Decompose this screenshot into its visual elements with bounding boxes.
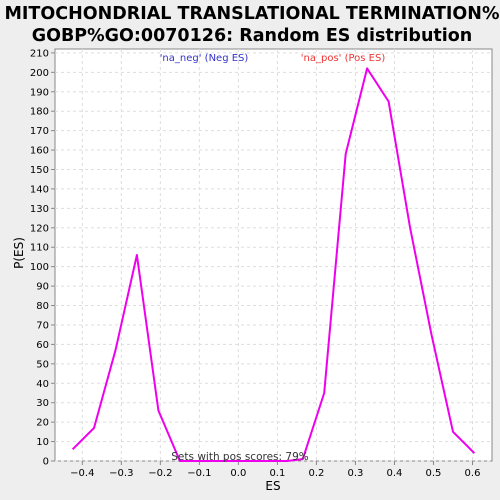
x-axis-label: ES xyxy=(265,479,280,493)
y-tick-label: 160 xyxy=(30,146,49,157)
x-tick-label: −0.4 xyxy=(70,468,94,479)
x-tick-label: −0.2 xyxy=(148,468,172,479)
y-tick-label: 60 xyxy=(36,340,49,351)
y-axis-label: P(ES) xyxy=(12,237,26,269)
y-tick-label: 130 xyxy=(30,204,49,215)
legend-pos-label: 'na_pos' (Pos ES) xyxy=(301,53,386,64)
chart-title-line-1: MITOCHONDRIAL TRANSLATIONAL TERMINATION% xyxy=(5,4,500,24)
y-tick-label: 120 xyxy=(30,223,49,234)
grid-lines xyxy=(55,49,492,462)
y-axis: 0 10 20 30 40 50 60 70 80 90 100 110 120 130 140 150 160… xyxy=(30,48,55,468)
pos-scores-annotation: Sets with pos scores: 79% xyxy=(171,451,308,463)
y-tick-label: 180 xyxy=(30,107,49,118)
y-tick-label: 170 xyxy=(30,126,49,137)
y-tick-label: 80 xyxy=(36,301,49,312)
y-tick-label: 140 xyxy=(30,184,49,195)
x-tick-label: 0.1 xyxy=(269,468,285,479)
y-tick-label: 150 xyxy=(30,165,49,176)
y-tick-label: 30 xyxy=(36,398,49,409)
plot-area xyxy=(54,48,493,462)
y-tick-label: 20 xyxy=(36,418,49,429)
y-tick-label: 200 xyxy=(30,68,49,79)
x-tick-label: −0.1 xyxy=(187,468,211,479)
legend-neg-label: 'na_neg' (Neg ES) xyxy=(160,53,249,64)
y-tick-label: 50 xyxy=(36,359,49,370)
y-tick-label: 110 xyxy=(30,243,49,254)
y-tick-label: 40 xyxy=(36,379,49,390)
y-tick-label: 90 xyxy=(36,282,49,293)
x-tick-label: 0.4 xyxy=(387,468,403,479)
x-tick-label: 0.5 xyxy=(426,468,442,479)
x-axis: −0.4 −0.3 −0.2 −0.1 0.0 0.1 0.2 0.3 0.4 0.5 0.6 xyxy=(70,461,480,479)
y-tick-label: 190 xyxy=(30,87,49,98)
x-tick-label: 0.3 xyxy=(347,468,363,479)
y-tick-label: 70 xyxy=(36,320,49,331)
series-group xyxy=(71,67,476,462)
y-tick-label: 0 xyxy=(43,457,49,468)
x-tick-label: 0.6 xyxy=(465,468,481,479)
x-tick-label: −0.3 xyxy=(109,468,133,479)
es-distribution-line xyxy=(71,67,476,462)
y-tick-label: 10 xyxy=(36,437,49,448)
chart-title-line-2: GOBP%GO:0070126: Random ES distribution xyxy=(32,26,473,46)
y-tick-label: 100 xyxy=(30,262,49,273)
x-tick-label: 0.2 xyxy=(308,468,324,479)
y-tick-label: 210 xyxy=(30,48,49,59)
x-tick-label: 0.0 xyxy=(230,468,246,479)
